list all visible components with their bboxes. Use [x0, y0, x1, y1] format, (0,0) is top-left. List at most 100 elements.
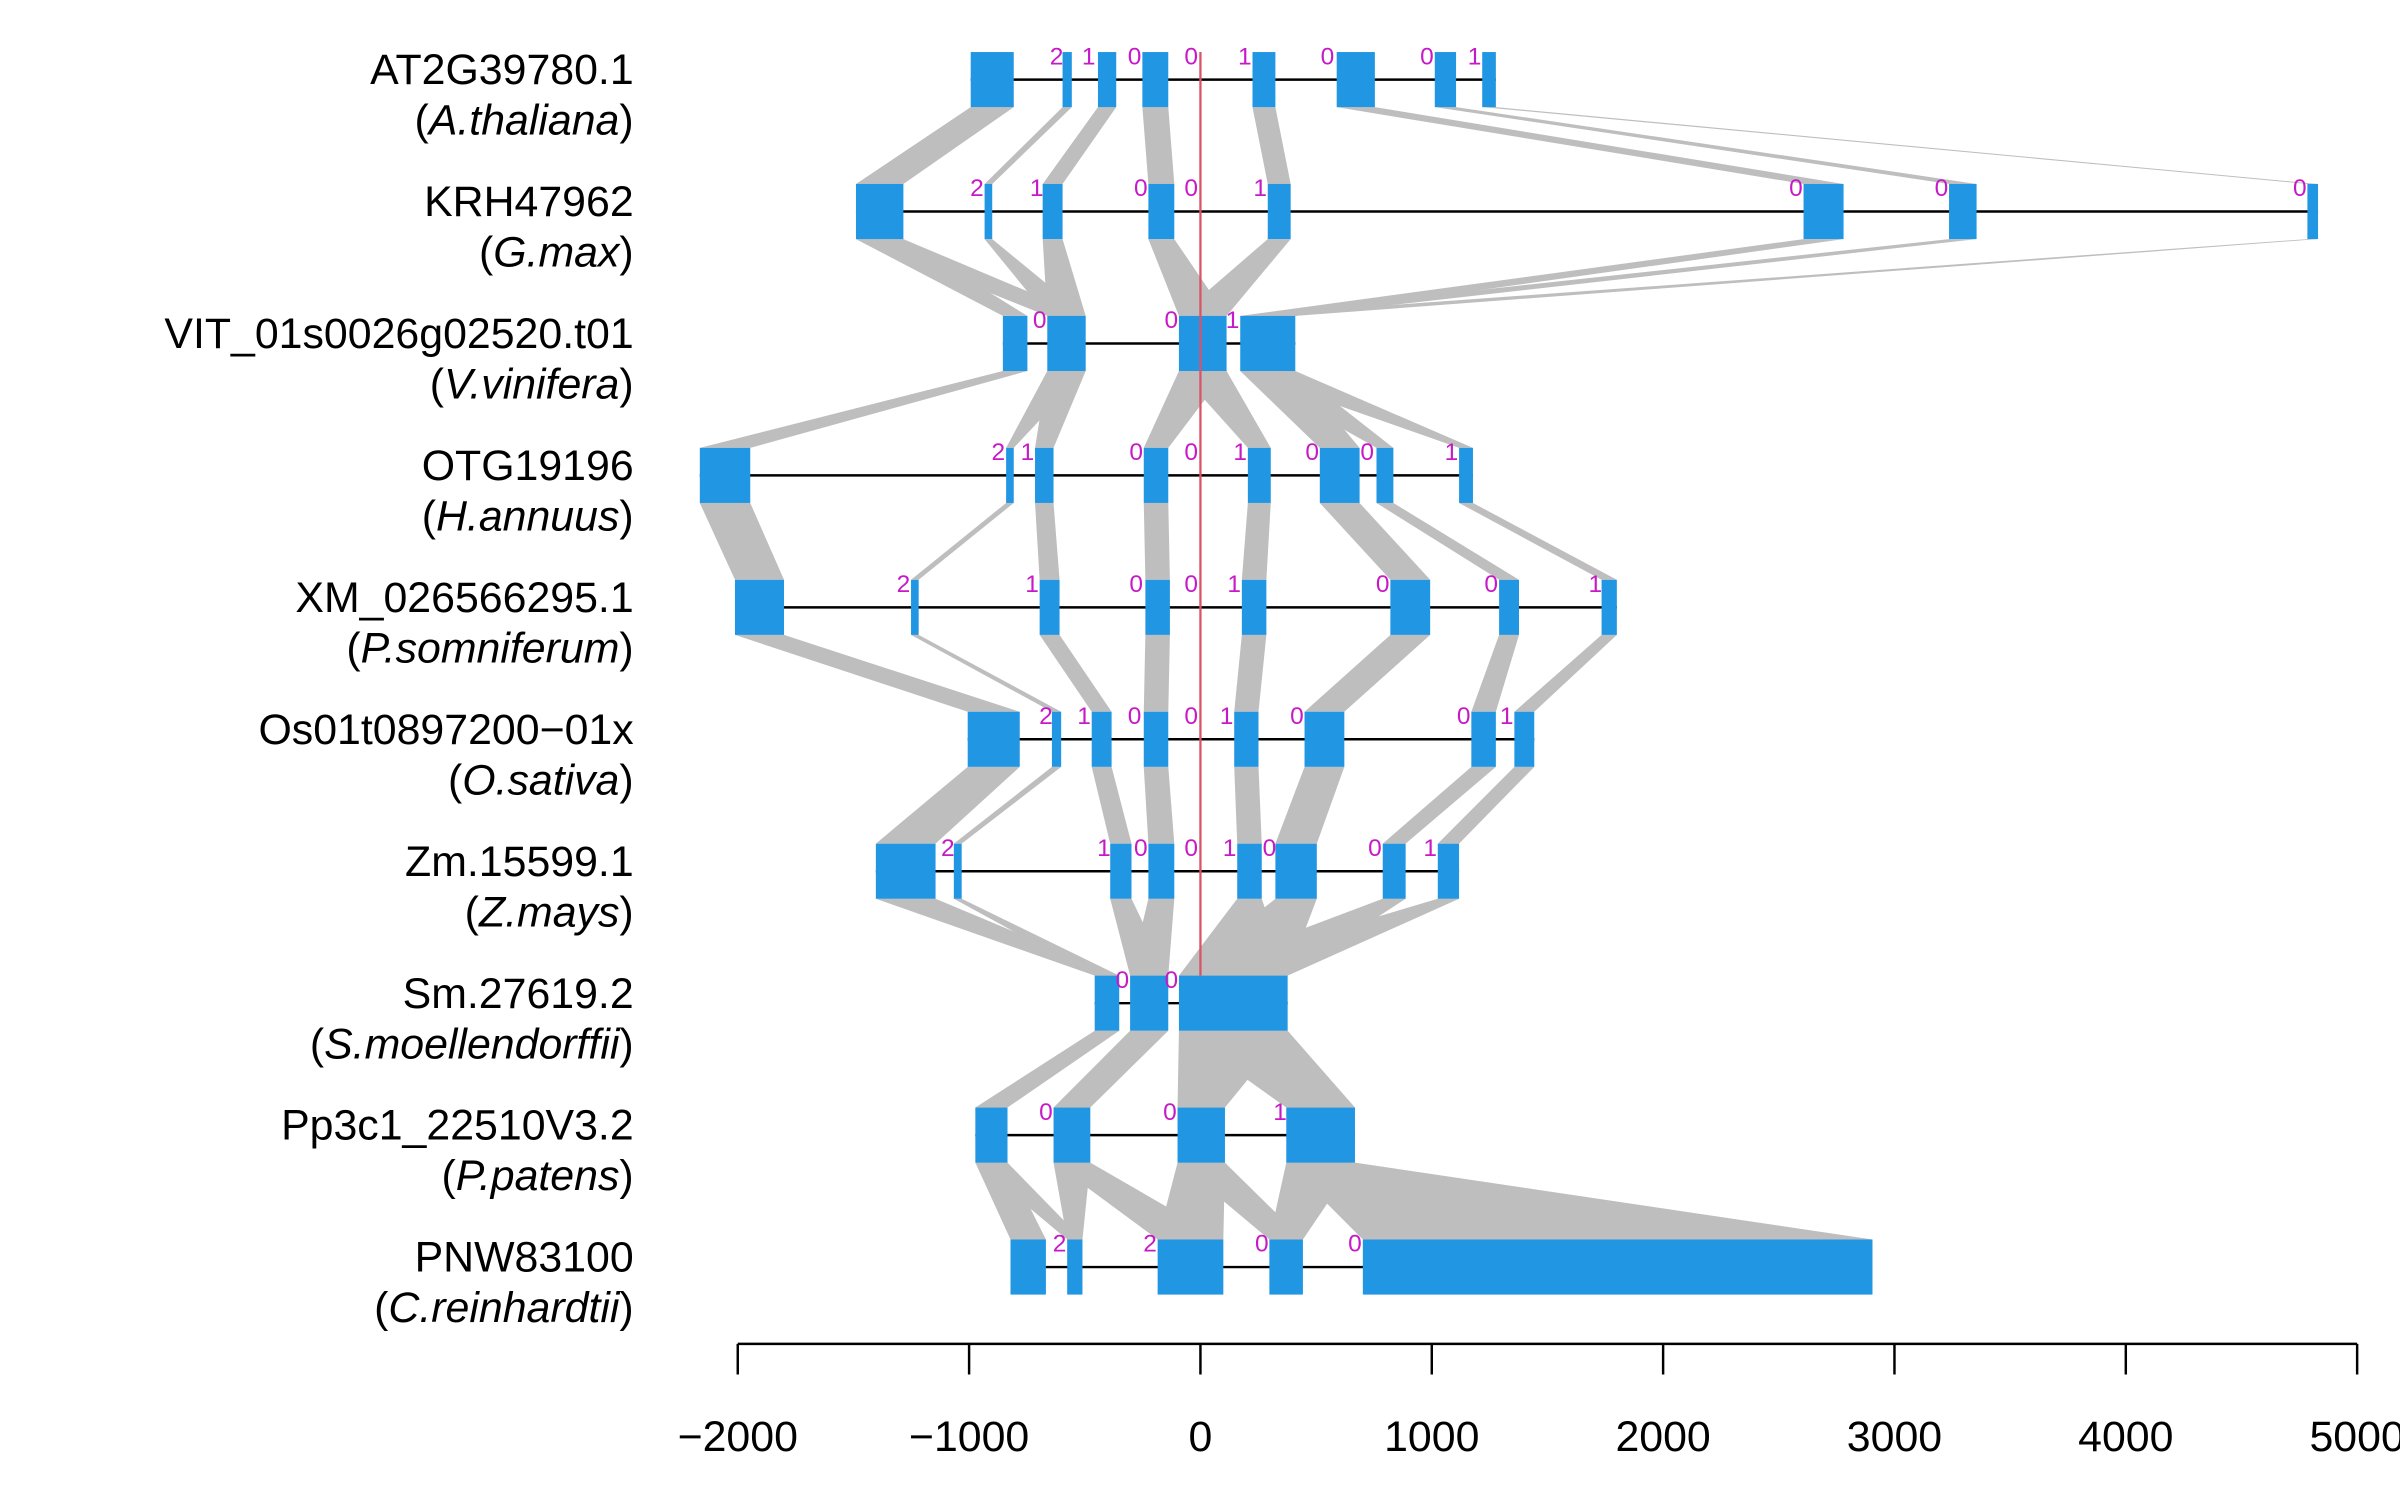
intron-phase-label: 0 — [1376, 571, 1390, 598]
species-label: (G.max) — [479, 229, 634, 277]
paren: ) — [619, 1152, 633, 1200]
intron-phase-label: 0 — [1368, 835, 1382, 862]
exon — [1091, 711, 1112, 767]
species-name: H.annuus — [436, 493, 619, 541]
intron-phase-label: 0 — [1129, 439, 1143, 466]
exon — [1047, 315, 1086, 372]
exon — [1376, 447, 1394, 503]
exon — [1094, 975, 1120, 1031]
species-label: (O.sativa) — [448, 756, 634, 804]
alignment-link — [1143, 766, 1175, 844]
alignment-link — [953, 766, 1062, 844]
alignment-link — [1035, 371, 1086, 448]
intron-phase-label: 2 — [1039, 703, 1053, 730]
gene-track: 2 1 0 0 1 0 0 0 — [855, 175, 2319, 240]
exon — [975, 1107, 1008, 1163]
paren: ( — [430, 361, 445, 409]
alignment-link — [1143, 502, 1170, 580]
alignment-link — [1042, 107, 1117, 184]
species-name: C.reinhardtii — [388, 1284, 620, 1332]
exon — [875, 843, 936, 899]
alignment-link — [1336, 107, 1844, 184]
intron-phase-label: 0 — [1184, 835, 1198, 862]
gene-id-label: OTG19196 — [422, 442, 634, 490]
alignment-link — [1482, 107, 2319, 184]
alignment-link — [1178, 239, 1291, 316]
intron-phase-label: 2 — [1143, 1231, 1157, 1258]
intron-phase-label: 0 — [1184, 439, 1198, 466]
paren: ) — [619, 361, 633, 409]
exon — [1067, 1239, 1083, 1295]
alignment-link — [1240, 239, 2319, 316]
exon — [1382, 843, 1406, 899]
species-name: G.max — [493, 229, 621, 277]
exon — [1252, 52, 1276, 108]
alignment-link — [1459, 502, 1617, 580]
exon — [1390, 579, 1431, 635]
gene-id-label: VIT_01s0026g02520.t01 — [164, 310, 633, 358]
x-axis: −2000 −1000 0 1000 2000 3000 4000 5000 — [678, 1342, 2400, 1461]
intron-phase-label: 0 — [1164, 967, 1178, 994]
intron-phase-label: 0 — [1134, 835, 1148, 862]
alignment-link — [1240, 371, 1473, 448]
gene-track: 0 0 1 — [1002, 307, 1296, 372]
alignment-link — [975, 1162, 1083, 1240]
alignment-link — [1142, 107, 1175, 184]
intron-phase-label: 1 — [1233, 439, 1247, 466]
axis-tick-label: −2000 — [678, 1413, 798, 1461]
intron-phase-label: 2 — [897, 571, 911, 598]
intron-phase-label: 0 — [1420, 43, 1434, 70]
exon — [1241, 579, 1267, 635]
exon — [953, 843, 962, 899]
alignment-link — [1178, 898, 1460, 976]
paren: ) — [619, 493, 633, 541]
alignment-link — [1252, 107, 1291, 184]
axis-tick-label: 1000 — [1384, 1413, 1479, 1461]
intron-phase-label: 1 — [1423, 835, 1437, 862]
intron-phase-label: 1 — [1077, 703, 1091, 730]
paren: ) — [619, 888, 633, 936]
alignment-link — [1240, 371, 1394, 448]
exon — [1514, 711, 1535, 767]
exon — [984, 183, 993, 240]
gene-labels: AT2G39780.1(A.thaliana)KRH47962(G.max)VI… — [164, 46, 633, 1332]
intron-phase-label: 1 — [1021, 439, 1035, 466]
exon — [911, 579, 919, 635]
paren: ( — [448, 756, 463, 804]
paren: ( — [310, 1020, 325, 1068]
intron-phase-label: 0 — [1789, 175, 1803, 202]
alignment-link — [699, 502, 785, 580]
exon — [1110, 843, 1132, 899]
intron-phase-label: 1 — [1500, 703, 1514, 730]
exon — [1482, 52, 1496, 108]
exon — [1240, 315, 1296, 372]
exon — [1178, 315, 1227, 372]
exon — [967, 711, 1020, 767]
gene-id-label: KRH47962 — [424, 178, 634, 226]
exon — [1157, 1239, 1224, 1295]
paren: ( — [415, 97, 430, 145]
alignment-link — [1053, 1030, 1169, 1108]
exon — [1143, 711, 1169, 767]
exon — [1304, 711, 1345, 767]
paren: ( — [374, 1284, 389, 1332]
gene-id-label: AT2G39780.1 — [370, 46, 634, 94]
alignment-link — [1240, 239, 1977, 316]
intron-phase-label: 1 — [1082, 43, 1096, 70]
exon — [1145, 579, 1170, 635]
alignment-link — [855, 107, 1014, 184]
intron-phase-label: 0 — [1129, 571, 1143, 598]
axis-tick-label: 4000 — [2078, 1413, 2173, 1461]
alignment-link — [1240, 371, 1360, 448]
exon — [1471, 711, 1496, 767]
exon — [1148, 843, 1175, 899]
axis-tick-label: 5000 — [2309, 1413, 2400, 1461]
intron-phase-label: 0 — [1184, 175, 1198, 202]
species-name: V.vinifera — [444, 361, 619, 409]
exon — [1275, 843, 1317, 899]
exon — [1002, 315, 1028, 372]
paren: ) — [619, 1020, 633, 1068]
